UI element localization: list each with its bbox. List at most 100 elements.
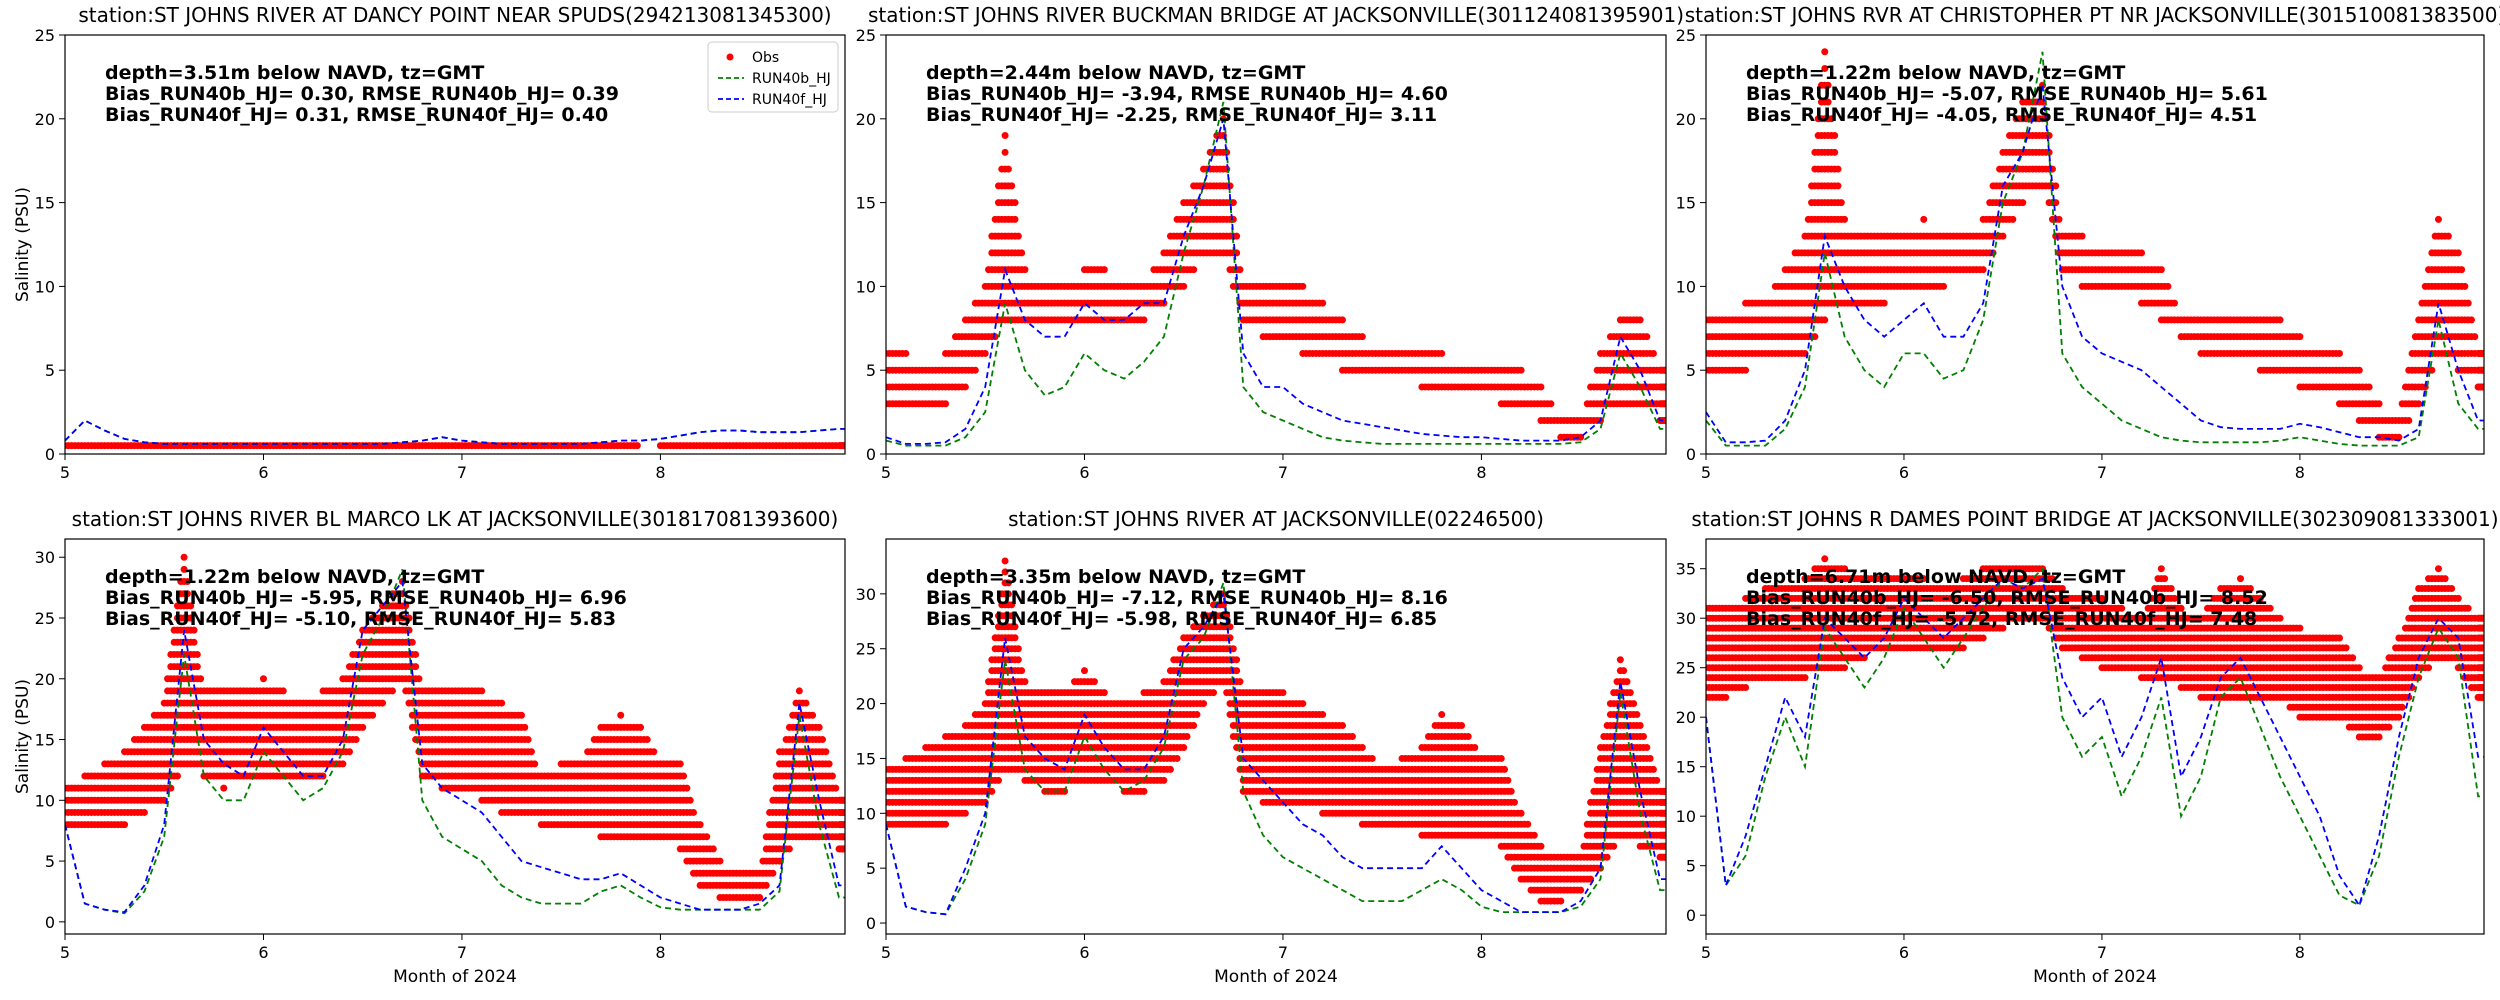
stats-annotation: Bias_RUN40b_HJ= -3.94, RMSE_RUN40b_HJ= 4… bbox=[926, 83, 1448, 105]
obs-point bbox=[840, 796, 845, 804]
obs-point bbox=[680, 772, 688, 780]
obs-point bbox=[121, 821, 129, 829]
y-tick-label: 10 bbox=[856, 277, 876, 296]
legend-box bbox=[707, 41, 839, 113]
y-tick-label: 20 bbox=[35, 110, 55, 129]
y-tick-label: 5 bbox=[1686, 361, 1696, 380]
obs-point bbox=[1200, 700, 1208, 708]
obs-point bbox=[1018, 249, 1026, 257]
stats-annotation: Bias_RUN40f_HJ= -5.10, RMSE_RUN40f_HJ= 5… bbox=[105, 608, 616, 630]
obs-point bbox=[1236, 266, 1244, 274]
obs-point bbox=[828, 772, 836, 780]
obs-point bbox=[2405, 416, 2413, 424]
obs-point bbox=[527, 748, 535, 756]
x-tick-label: 7 bbox=[457, 943, 467, 962]
obs-point bbox=[840, 808, 845, 816]
obs-point bbox=[197, 675, 205, 683]
obs-point bbox=[1193, 711, 1201, 719]
obs-point bbox=[756, 894, 764, 902]
y-tick-label: 20 bbox=[35, 670, 55, 689]
obs-point bbox=[2467, 316, 2475, 324]
obs-point bbox=[140, 808, 148, 816]
obs-point bbox=[2276, 316, 2284, 324]
obs-point bbox=[676, 760, 684, 768]
stats-annotation: depth=1.22m below NAVD, tz=GMT bbox=[1746, 62, 2125, 84]
obs-point bbox=[686, 796, 694, 804]
obs-point bbox=[1319, 299, 1327, 307]
obs-point bbox=[2479, 383, 2484, 391]
obs-point bbox=[819, 736, 827, 744]
y-tick-label: 0 bbox=[45, 913, 55, 932]
obs-point bbox=[2434, 215, 2442, 223]
obs-point bbox=[683, 784, 691, 792]
obs-point bbox=[1004, 165, 1012, 173]
axes-frame bbox=[64, 538, 846, 935]
obs-point bbox=[2157, 266, 2165, 274]
y-tick-label: 20 bbox=[1676, 110, 1696, 129]
obs-point bbox=[1001, 557, 1009, 565]
y-tick-label: 15 bbox=[1676, 194, 1696, 213]
obs-point bbox=[1824, 98, 1832, 106]
obs-point bbox=[1011, 199, 1019, 207]
obs-point bbox=[942, 400, 950, 408]
obs-point bbox=[1226, 182, 1234, 190]
obs-point bbox=[1821, 65, 1829, 73]
obs-point bbox=[1160, 776, 1168, 784]
obs-point bbox=[412, 650, 420, 658]
obs-point bbox=[2479, 349, 2484, 357]
obs-point bbox=[1008, 601, 1016, 609]
obs-point bbox=[2052, 182, 2060, 190]
obs-point bbox=[1338, 316, 1346, 324]
subplot-title: station:ST JOHNS RIVER BUCKMAN BRIDGE AT… bbox=[868, 3, 1684, 27]
obs-point bbox=[1537, 383, 1545, 391]
y-tick-label: 10 bbox=[35, 791, 55, 810]
obs-point bbox=[2019, 199, 2027, 207]
obs-point bbox=[825, 760, 833, 768]
obs-point bbox=[478, 687, 486, 695]
obs-point bbox=[339, 760, 347, 768]
obs-point bbox=[1233, 232, 1241, 240]
series-line-RUN40b_HJ bbox=[886, 101, 1666, 447]
legend-marker-obs bbox=[726, 53, 734, 61]
obs-point bbox=[2479, 366, 2484, 374]
obs-point bbox=[994, 776, 1002, 784]
obs-point bbox=[1011, 215, 1019, 223]
stats-annotation: Bias_RUN40f_HJ= -2.25, RMSE_RUN40f_HJ= 3… bbox=[926, 104, 1437, 126]
obs-point bbox=[1004, 590, 1012, 598]
obs-point bbox=[190, 626, 198, 634]
obs-point bbox=[2355, 366, 2363, 374]
obs-point bbox=[190, 638, 198, 646]
obs-point bbox=[359, 723, 367, 731]
obs-point bbox=[1661, 400, 1666, 408]
x-tick-label: 8 bbox=[1476, 463, 1486, 482]
obs-point bbox=[1661, 366, 1666, 374]
obs-point bbox=[1999, 232, 2007, 240]
stats-annotation: Bias_RUN40b_HJ= 0.30, RMSE_RUN40b_HJ= 0.… bbox=[105, 83, 619, 105]
y-tick-label: 0 bbox=[1686, 445, 1696, 464]
obs-point bbox=[2138, 249, 2146, 257]
obs-point bbox=[1661, 383, 1666, 391]
obs-point bbox=[716, 857, 724, 865]
obs-point bbox=[942, 820, 950, 828]
obs-point bbox=[2171, 299, 2179, 307]
obs-point bbox=[2415, 400, 2423, 408]
obs-point bbox=[187, 614, 195, 622]
x-tick-label: 8 bbox=[655, 463, 665, 482]
obs-point bbox=[1004, 579, 1012, 587]
obs-point bbox=[193, 650, 201, 658]
obs-point bbox=[1001, 568, 1009, 576]
obs-point bbox=[1100, 689, 1108, 697]
y-tick-label: 25 bbox=[856, 26, 876, 45]
plot-area bbox=[1706, 48, 2484, 447]
legend-label: RUN40f_HJ bbox=[752, 92, 827, 108]
y-tick-label: 10 bbox=[35, 277, 55, 296]
obs-point bbox=[345, 748, 353, 756]
y-tick-label: 25 bbox=[35, 26, 55, 45]
obs-point bbox=[840, 442, 845, 450]
obs-point bbox=[2335, 349, 2343, 357]
obs-point bbox=[408, 638, 416, 646]
obs-point bbox=[1229, 199, 1237, 207]
axes-frame bbox=[1705, 34, 2485, 455]
